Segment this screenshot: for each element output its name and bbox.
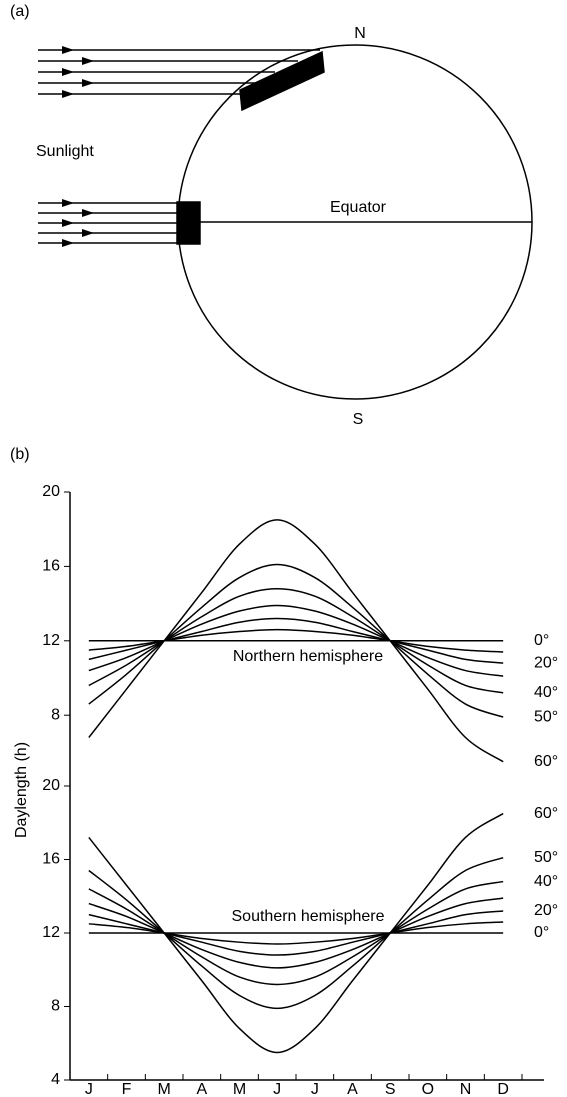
sunlight-label: Sunlight — [36, 143, 94, 160]
y-axis-label: Daylength (h) — [13, 742, 30, 838]
series-label: 40° — [534, 873, 558, 890]
series-label: 20° — [534, 902, 558, 919]
y-tick-label: 16 — [42, 851, 60, 868]
series-label: 60° — [534, 805, 558, 822]
panel-label: (a) — [10, 3, 30, 20]
south-label: S — [353, 411, 364, 428]
x-tick-label: J — [311, 1081, 319, 1097]
x-tick-label: D — [497, 1081, 509, 1097]
panel-annotation: Southern hemisphere — [232, 908, 385, 925]
curve — [88, 856, 504, 1010]
equator-label: Equator — [330, 199, 387, 216]
equator-patch — [176, 201, 201, 245]
y-tick-label: 12 — [42, 632, 60, 649]
panel-annotation: Northern hemisphere — [233, 648, 383, 665]
series-label: 0° — [534, 924, 549, 941]
north-label: N — [354, 25, 366, 42]
sun-rays-equator — [38, 202, 178, 244]
x-tick-label: M — [158, 1081, 171, 1097]
curve — [88, 812, 504, 1054]
series-label: 40° — [534, 684, 558, 701]
y-tick-label: 8 — [51, 706, 60, 723]
series-label: 0° — [534, 632, 549, 649]
series-label: 50° — [534, 708, 558, 725]
x-tick-label: F — [122, 1081, 132, 1097]
y-tick-label: 16 — [42, 558, 60, 575]
y-tick-label: 4 — [51, 1071, 60, 1088]
x-tick-label: J — [273, 1081, 281, 1097]
x-tick-label: A — [347, 1081, 358, 1097]
x-tick-label: A — [196, 1081, 207, 1097]
y-tick-label: 8 — [51, 998, 60, 1015]
x-tick-label: M — [233, 1081, 246, 1097]
y-tick-label: 20 — [42, 483, 60, 500]
arrowheads — [62, 46, 94, 247]
x-tick-label: N — [460, 1081, 472, 1097]
series-label: 20° — [534, 654, 558, 671]
y-tick-label: 12 — [42, 924, 60, 941]
curve — [88, 563, 504, 718]
x-tick-label: S — [385, 1081, 396, 1097]
x-tick-label: O — [422, 1081, 434, 1097]
polar-patch — [239, 50, 325, 112]
curve — [88, 519, 504, 763]
panel-label: (b) — [10, 446, 30, 463]
diagram — [38, 44, 533, 400]
y-tick-label: 20 — [42, 777, 60, 794]
series-label: 50° — [534, 849, 558, 866]
x-tick-label: J — [85, 1081, 93, 1097]
series-label: 60° — [534, 753, 558, 770]
